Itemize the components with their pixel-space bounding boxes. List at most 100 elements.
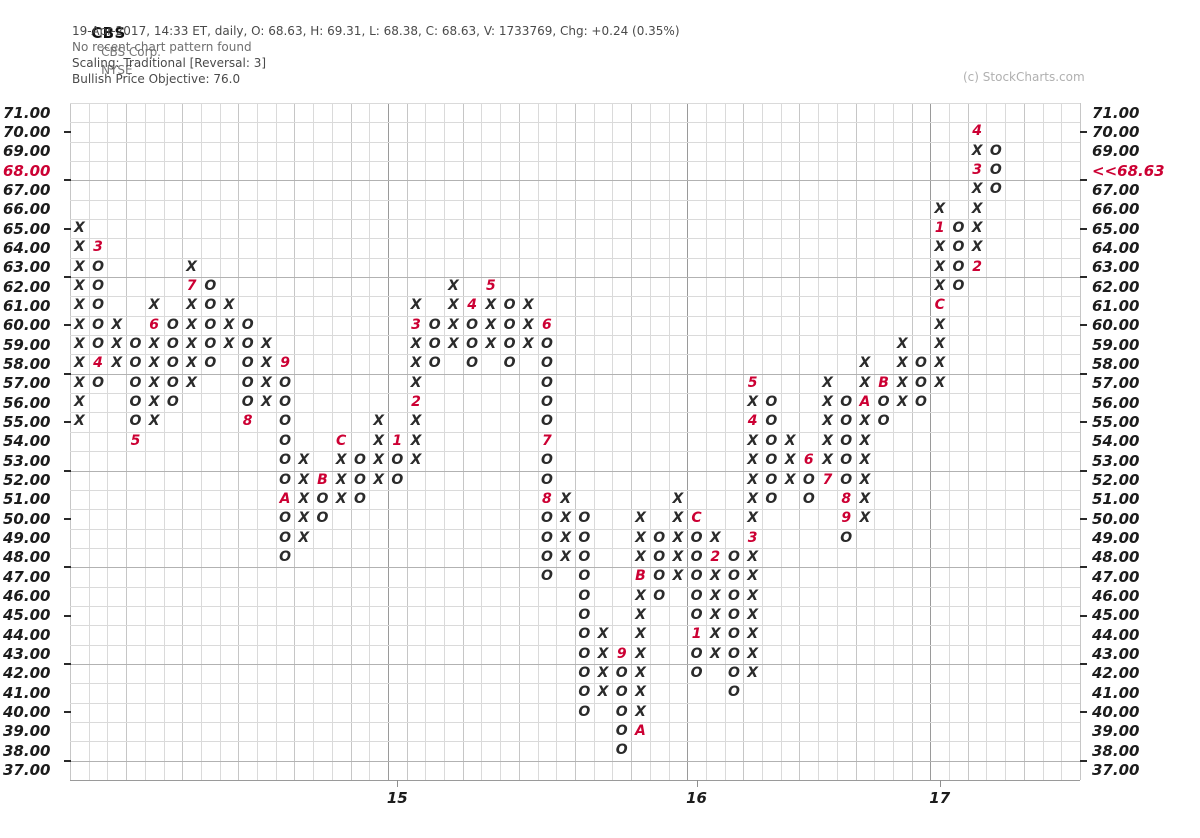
grid-line-horizontal: [70, 586, 1080, 588]
pnf-o-mark: O: [92, 336, 104, 353]
grid-line-vertical: [518, 103, 520, 780]
pnf-o-mark: O: [540, 394, 553, 411]
pnf-x-mark: X: [485, 316, 497, 333]
pnf-x-mark: X: [859, 490, 871, 507]
pnf-month-marker: 3: [411, 316, 421, 333]
pnf-o-mark: O: [578, 568, 591, 585]
pnf-x-mark: X: [410, 336, 422, 353]
pnf-x-mark: X: [859, 452, 871, 469]
y-axis-tick-left: [64, 711, 71, 714]
pnf-x-mark: X: [448, 336, 459, 353]
y-axis-label-left: 49.00: [3, 529, 51, 548]
pnf-o-mark: O: [952, 278, 965, 295]
y-axis-tick-left: [64, 179, 71, 182]
pnf-x-mark: X: [747, 432, 759, 449]
grid-line-horizontal: [70, 605, 1080, 607]
pnf-o-mark: O: [540, 510, 553, 527]
pnf-x-mark: X: [560, 548, 572, 565]
pnf-x-mark: X: [747, 490, 759, 507]
pnf-o-mark: O: [728, 568, 740, 585]
pnf-o-mark: O: [915, 355, 927, 372]
pnf-x-mark: X: [335, 471, 347, 488]
y-axis-tick-right: [1080, 324, 1087, 327]
pnf-x-mark: X: [672, 510, 684, 527]
y-axis-label-left: 58.00: [3, 354, 51, 373]
grid-line-vertical: [986, 103, 988, 780]
pnf-o-mark: O: [540, 336, 553, 353]
title-line: CBS CBS Corp. NYSE: [72, 6, 161, 96]
pnf-o-mark: O: [728, 587, 740, 604]
grid-line-vertical: [387, 103, 389, 780]
pnf-x-mark: X: [747, 394, 759, 411]
grid-line-horizontal: [70, 277, 1080, 279]
pnf-o-mark: O: [653, 529, 666, 546]
grid-line-vertical: [705, 103, 707, 780]
pnf-o-mark: O: [391, 452, 404, 469]
pnf-x-mark: X: [260, 336, 272, 353]
y-axis-label-left: 64.00: [3, 238, 51, 257]
pnf-o-mark: O: [540, 413, 553, 430]
grid-line-vertical: [631, 103, 633, 780]
y-axis-label-left: 56.00: [3, 393, 51, 412]
pnf-x-mark: X: [260, 374, 272, 391]
pnf-x-mark: X: [822, 374, 833, 391]
pnf-o-mark: O: [915, 374, 927, 391]
pnf-o-mark: O: [989, 162, 1002, 179]
pnf-x-mark: X: [373, 432, 384, 449]
pnf-x-mark: X: [709, 529, 721, 546]
y-axis-tick-right: [1080, 566, 1087, 569]
y-axis-label-right: 59.00: [1092, 335, 1140, 354]
pnf-x-mark: X: [635, 606, 646, 623]
grid-line-vertical: [144, 103, 146, 780]
grid-line-vertical: [687, 103, 689, 780]
pnf-x-mark: X: [635, 529, 646, 546]
pnf-o-mark: O: [840, 452, 853, 469]
pnf-o-mark: O: [578, 510, 591, 527]
grid-line-horizontal: [70, 354, 1080, 356]
pnf-o-mark: O: [578, 664, 591, 681]
y-axis-label-left: 68.00: [3, 161, 51, 180]
pnf-o-mark: O: [503, 336, 516, 353]
pnf-o-mark: O: [840, 432, 853, 449]
pnf-x-mark: X: [148, 355, 160, 372]
pnf-o-mark: O: [129, 336, 142, 353]
y-axis-label-right: 44.00: [1092, 625, 1140, 644]
exchange-name: NYSE: [101, 63, 133, 77]
pnf-x-mark: X: [672, 529, 684, 546]
pnf-x-mark: X: [635, 587, 646, 604]
pnf-x-mark: X: [373, 471, 384, 488]
pnf-o-mark: O: [353, 452, 366, 469]
pnf-month-marker: 2: [411, 394, 421, 411]
pnf-x-mark: X: [73, 336, 85, 353]
pnf-o-mark: O: [802, 490, 815, 507]
grid-line-vertical: [1005, 103, 1007, 780]
pnf-x-mark: X: [522, 316, 534, 333]
pnf-x-mark: X: [186, 355, 197, 372]
grid-line-horizontal: [70, 780, 1080, 781]
grid-line-horizontal: [70, 547, 1080, 549]
pnf-o-mark: O: [653, 568, 666, 585]
pnf-x-mark: X: [784, 432, 796, 449]
pnf-o-mark: O: [952, 239, 965, 256]
pnf-x-mark: X: [73, 374, 85, 391]
y-axis-tick-right: [1080, 372, 1087, 375]
pnf-month-marker: 9: [841, 510, 852, 527]
pnf-x-mark: X: [260, 394, 272, 411]
pnf-o-mark: O: [615, 703, 628, 720]
y-axis-label-left: 63.00: [3, 258, 51, 277]
y-axis-label-left: 40.00: [3, 703, 51, 722]
pnf-o-mark: O: [540, 452, 553, 469]
y-axis-label-right: 50.00: [1092, 509, 1140, 528]
pnf-x-mark: X: [672, 548, 684, 565]
y-axis-label-right: 43.00: [1092, 645, 1140, 664]
pnf-o-mark: O: [166, 355, 179, 372]
x-axis-year-tick: [939, 780, 941, 787]
pnf-month-marker: 4: [972, 123, 982, 140]
pnf-month-marker: 3: [747, 529, 758, 546]
pnf-month-marker: 8: [242, 413, 253, 430]
y-axis-label-left: 71.00: [3, 103, 51, 122]
pnf-x-mark: X: [934, 200, 946, 217]
pnf-o-mark: O: [279, 374, 292, 391]
pnf-x-mark: X: [186, 336, 197, 353]
pnf-o-mark: O: [728, 548, 740, 565]
